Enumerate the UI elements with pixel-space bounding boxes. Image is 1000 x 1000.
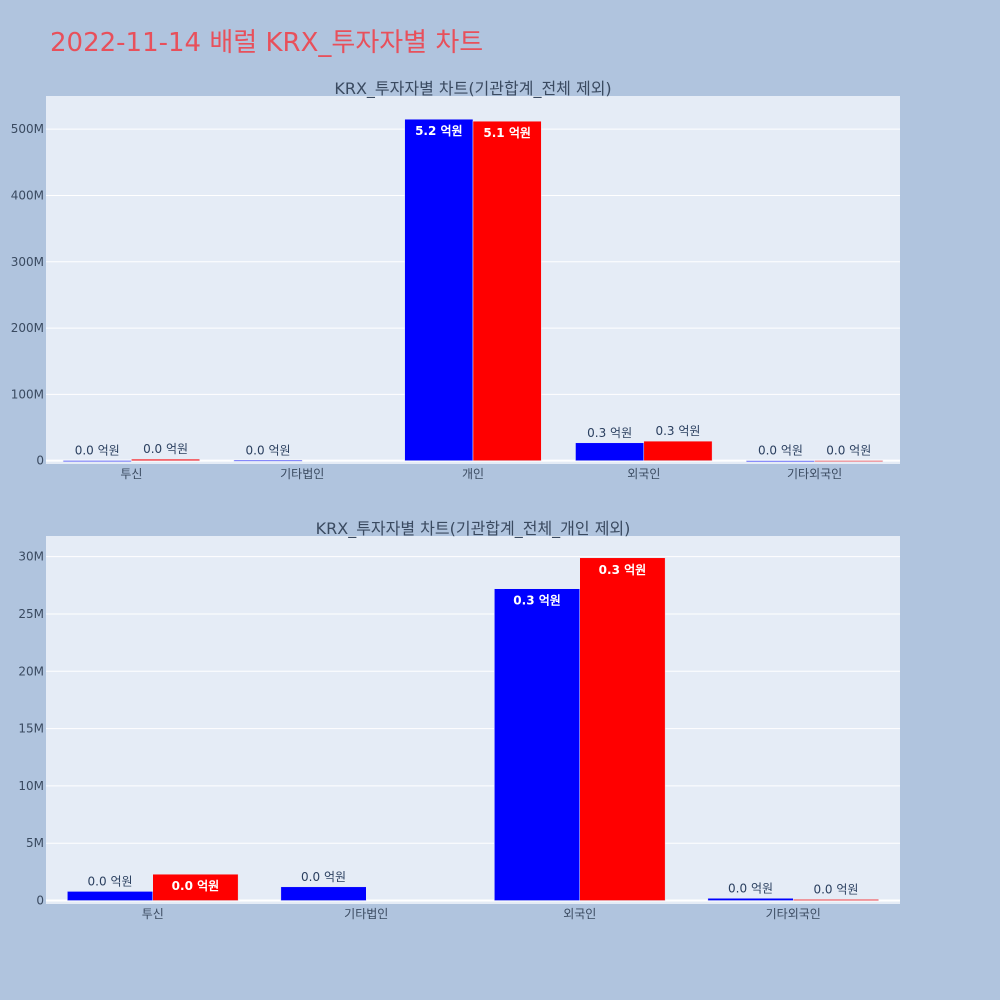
bar: [472, 120, 542, 461]
chart-2: KRX_투자자별 차트(기관합계_전체_개인 제외) 0 5M 10M 15M 20M 2…: [18, 519, 900, 921]
x-tick-label: 외국인: [563, 907, 596, 921]
chart-2-gridlines: [46, 556, 900, 902]
chart-1-title: KRX_투자자별 차트(기관합계_전체 제외): [334, 79, 611, 99]
data-label: 0.0 억원: [172, 879, 220, 893]
y-tick-label: 200M: [11, 321, 44, 335]
bar: [67, 891, 153, 901]
data-label: 0.0 억원: [75, 444, 120, 458]
y-tick-label: 0: [36, 454, 44, 468]
data-label: 0.3 억원: [599, 563, 647, 577]
y-tick-label: 400M: [11, 188, 44, 202]
chart-1-bars: 0.0 억원 0.0 억원 0.0 억원 5.2 억원 5.1 억원 0.3 억원 0.3 …: [62, 118, 884, 462]
x-tick-label: 투신: [120, 467, 142, 481]
bar: [579, 557, 666, 901]
y-tick-label: 0: [36, 894, 44, 908]
data-label: 5.1 억원: [483, 126, 531, 140]
bar: [404, 118, 474, 461]
data-label: 0.3 억원: [587, 426, 632, 440]
bar: [793, 899, 879, 901]
data-label: 0.3 억원: [513, 594, 561, 608]
x-tick-label: 기타외국인: [787, 467, 842, 481]
data-label: 0.0 억원: [246, 443, 291, 457]
y-tick-label: 25M: [18, 607, 44, 621]
chart-2-plot-area: [46, 536, 900, 904]
y-tick-label: 100M: [11, 387, 44, 401]
chart-1-x-axis: 투신 기타법인 개인 외국인 기타외국인: [120, 467, 842, 481]
data-label: 0.0 억원: [143, 442, 188, 456]
chart-2-title: KRX_투자자별 차트(기관합계_전체_개인 제외): [316, 519, 631, 539]
bar: [131, 458, 200, 461]
data-label: 0.0 억원: [728, 881, 773, 895]
bar: [233, 460, 303, 462]
bar: [746, 460, 815, 462]
chart-2-x-axis: 투신 기타법인 외국인 기타외국인: [142, 907, 821, 921]
y-tick-label: 300M: [11, 255, 44, 269]
bar: [494, 588, 581, 901]
y-tick-label: 5M: [26, 836, 44, 850]
data-label: 0.0 억원: [813, 882, 858, 896]
x-tick-label: 기타법인: [280, 467, 324, 481]
y-tick-label: 10M: [18, 779, 44, 793]
bar: [814, 460, 884, 462]
y-tick-label: 15M: [18, 722, 44, 736]
bar: [62, 460, 132, 462]
bar: [707, 898, 794, 901]
x-tick-label: 투신: [142, 907, 164, 921]
chart-2-bars: 0.0 억원 0.0 억원 0.0 억원 0.3 억원 0.3 억원 0.0 억원 0.0 …: [67, 557, 879, 901]
x-tick-label: 기타법인: [344, 907, 388, 921]
x-tick-label: 외국인: [627, 467, 660, 481]
bar: [152, 873, 239, 901]
data-label: 0.3 억원: [655, 424, 700, 438]
y-tick-label: 30M: [18, 550, 44, 564]
x-tick-label: 개인: [462, 467, 484, 481]
data-label: 0.0 억원: [88, 874, 133, 888]
bar: [280, 886, 367, 901]
data-label: 5.2 억원: [415, 124, 463, 138]
bar: [575, 442, 645, 461]
y-tick-label: 500M: [11, 122, 44, 136]
chart-1-y-axis: 0 100M 200M 300M 400M 500M: [11, 122, 44, 468]
x-tick-label: 기타외국인: [766, 907, 821, 921]
page-title: 2022-11-14 배럴 KRX_투자자별 차트: [50, 28, 484, 58]
y-tick-label: 20M: [18, 664, 44, 678]
bar: [643, 440, 713, 461]
chart-1: KRX_투자자별 차트(기관합계_전체 제외) 0 100M 200M 300M 400…: [11, 79, 900, 481]
data-label: 0.0 억원: [826, 444, 871, 458]
data-label: 0.0 억원: [301, 870, 346, 884]
data-label: 0.0 억원: [758, 444, 803, 458]
chart-2-y-axis: 0 5M 10M 15M 20M 25M 30M: [18, 550, 44, 908]
